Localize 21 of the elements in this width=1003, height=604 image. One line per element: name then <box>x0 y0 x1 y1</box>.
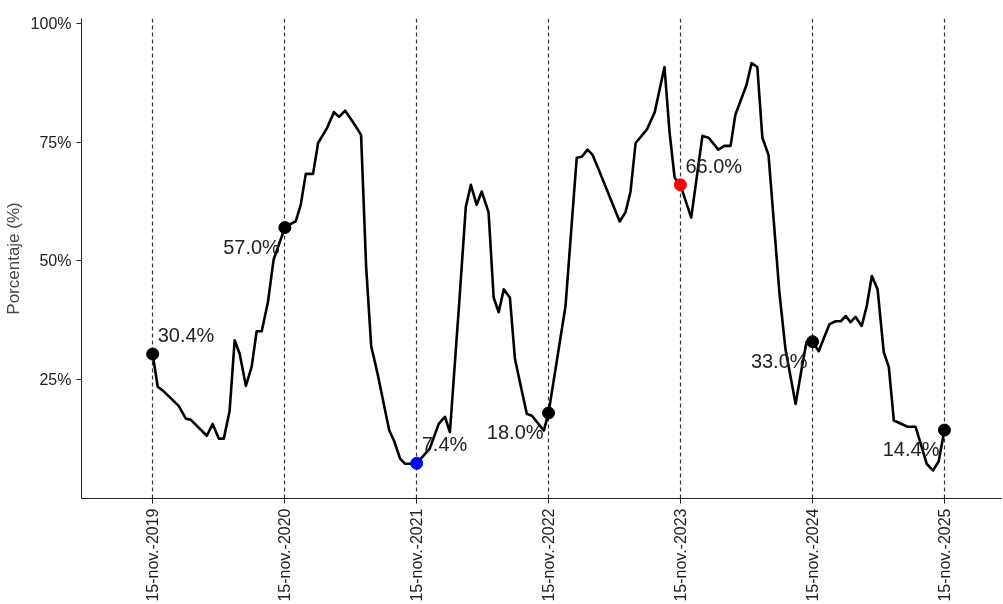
y-tick-label: 75% <box>39 133 72 151</box>
x-tick-label: 15-nov.-2025 <box>935 508 953 602</box>
point <box>806 335 820 349</box>
point <box>937 423 951 437</box>
x-tick-label: 15-nov.-2022 <box>540 508 558 602</box>
data-label: 30.4% <box>157 324 215 347</box>
data-label: 18.0% <box>486 420 544 443</box>
x-tick-label: 15-nov.-2019 <box>144 508 162 602</box>
point <box>673 178 687 192</box>
point <box>410 456 424 470</box>
point <box>146 347 160 361</box>
x-tick-label: 15-nov.-2023 <box>671 508 689 602</box>
x-tick-label: 15-nov.-2021 <box>408 508 426 602</box>
point <box>278 221 292 235</box>
y-tick-label: 25% <box>39 371 72 389</box>
point <box>542 406 556 420</box>
y-tick-label: 100% <box>30 14 72 32</box>
y-tick-label: 50% <box>39 252 72 270</box>
y-axis-title: Porcentaje (%) <box>3 202 23 315</box>
x-tick-label: 15-nov.-2024 <box>804 508 822 602</box>
x-tick-label: 15-nov.-2020 <box>276 508 294 602</box>
